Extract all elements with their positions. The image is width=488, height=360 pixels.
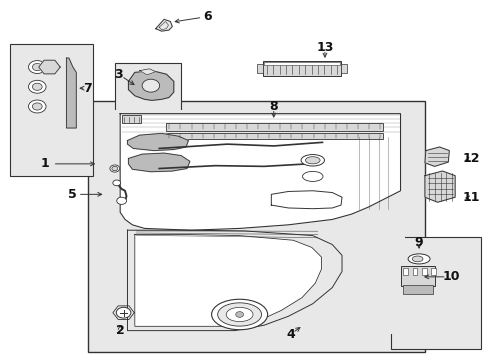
Ellipse shape xyxy=(211,299,267,330)
Circle shape xyxy=(112,166,118,171)
Bar xyxy=(412,268,417,275)
Text: 9: 9 xyxy=(414,236,423,249)
Ellipse shape xyxy=(407,254,429,264)
Bar xyxy=(421,268,426,275)
Polygon shape xyxy=(135,234,321,326)
Text: 6: 6 xyxy=(203,10,212,23)
Text: 13: 13 xyxy=(316,41,333,54)
Text: 12: 12 xyxy=(462,152,480,165)
Polygon shape xyxy=(140,69,156,75)
Bar xyxy=(430,268,435,275)
Text: 2: 2 xyxy=(116,324,124,337)
Circle shape xyxy=(28,60,46,73)
Ellipse shape xyxy=(226,307,252,321)
Bar xyxy=(115,63,181,139)
Circle shape xyxy=(116,307,131,318)
Polygon shape xyxy=(39,60,60,74)
Bar xyxy=(122,116,141,123)
Bar xyxy=(403,268,407,275)
Bar xyxy=(264,62,339,65)
Ellipse shape xyxy=(301,154,324,166)
Polygon shape xyxy=(128,153,189,172)
Circle shape xyxy=(117,197,126,204)
Bar xyxy=(10,44,93,176)
Ellipse shape xyxy=(411,256,422,262)
Circle shape xyxy=(110,165,120,172)
Text: 5: 5 xyxy=(68,188,77,201)
Bar xyxy=(263,61,340,76)
Circle shape xyxy=(235,312,243,318)
Bar xyxy=(257,64,263,73)
Circle shape xyxy=(32,103,42,110)
Circle shape xyxy=(32,63,42,71)
Text: 11: 11 xyxy=(462,192,480,204)
Text: 8: 8 xyxy=(269,100,278,113)
Text: 4: 4 xyxy=(286,328,295,341)
Polygon shape xyxy=(271,191,341,209)
Text: 10: 10 xyxy=(442,270,459,283)
Circle shape xyxy=(28,80,46,93)
Text: 3: 3 xyxy=(114,68,123,81)
Polygon shape xyxy=(424,147,448,166)
Polygon shape xyxy=(424,171,454,202)
Polygon shape xyxy=(66,58,76,128)
Bar xyxy=(340,64,346,73)
Ellipse shape xyxy=(302,171,323,181)
Bar xyxy=(166,123,383,131)
Polygon shape xyxy=(156,19,172,31)
Bar xyxy=(390,237,480,348)
Bar xyxy=(400,266,434,286)
Bar xyxy=(88,101,424,352)
Polygon shape xyxy=(127,134,188,150)
Circle shape xyxy=(113,180,121,186)
Circle shape xyxy=(142,79,159,92)
Text: 1: 1 xyxy=(40,157,49,170)
Ellipse shape xyxy=(305,157,320,164)
Polygon shape xyxy=(127,230,341,330)
Text: 7: 7 xyxy=(83,82,92,95)
Circle shape xyxy=(28,100,46,113)
Polygon shape xyxy=(120,114,400,230)
Polygon shape xyxy=(110,110,405,334)
Polygon shape xyxy=(128,71,173,100)
Ellipse shape xyxy=(217,303,261,326)
Bar xyxy=(166,133,383,139)
Circle shape xyxy=(32,83,42,90)
Bar xyxy=(402,285,432,294)
